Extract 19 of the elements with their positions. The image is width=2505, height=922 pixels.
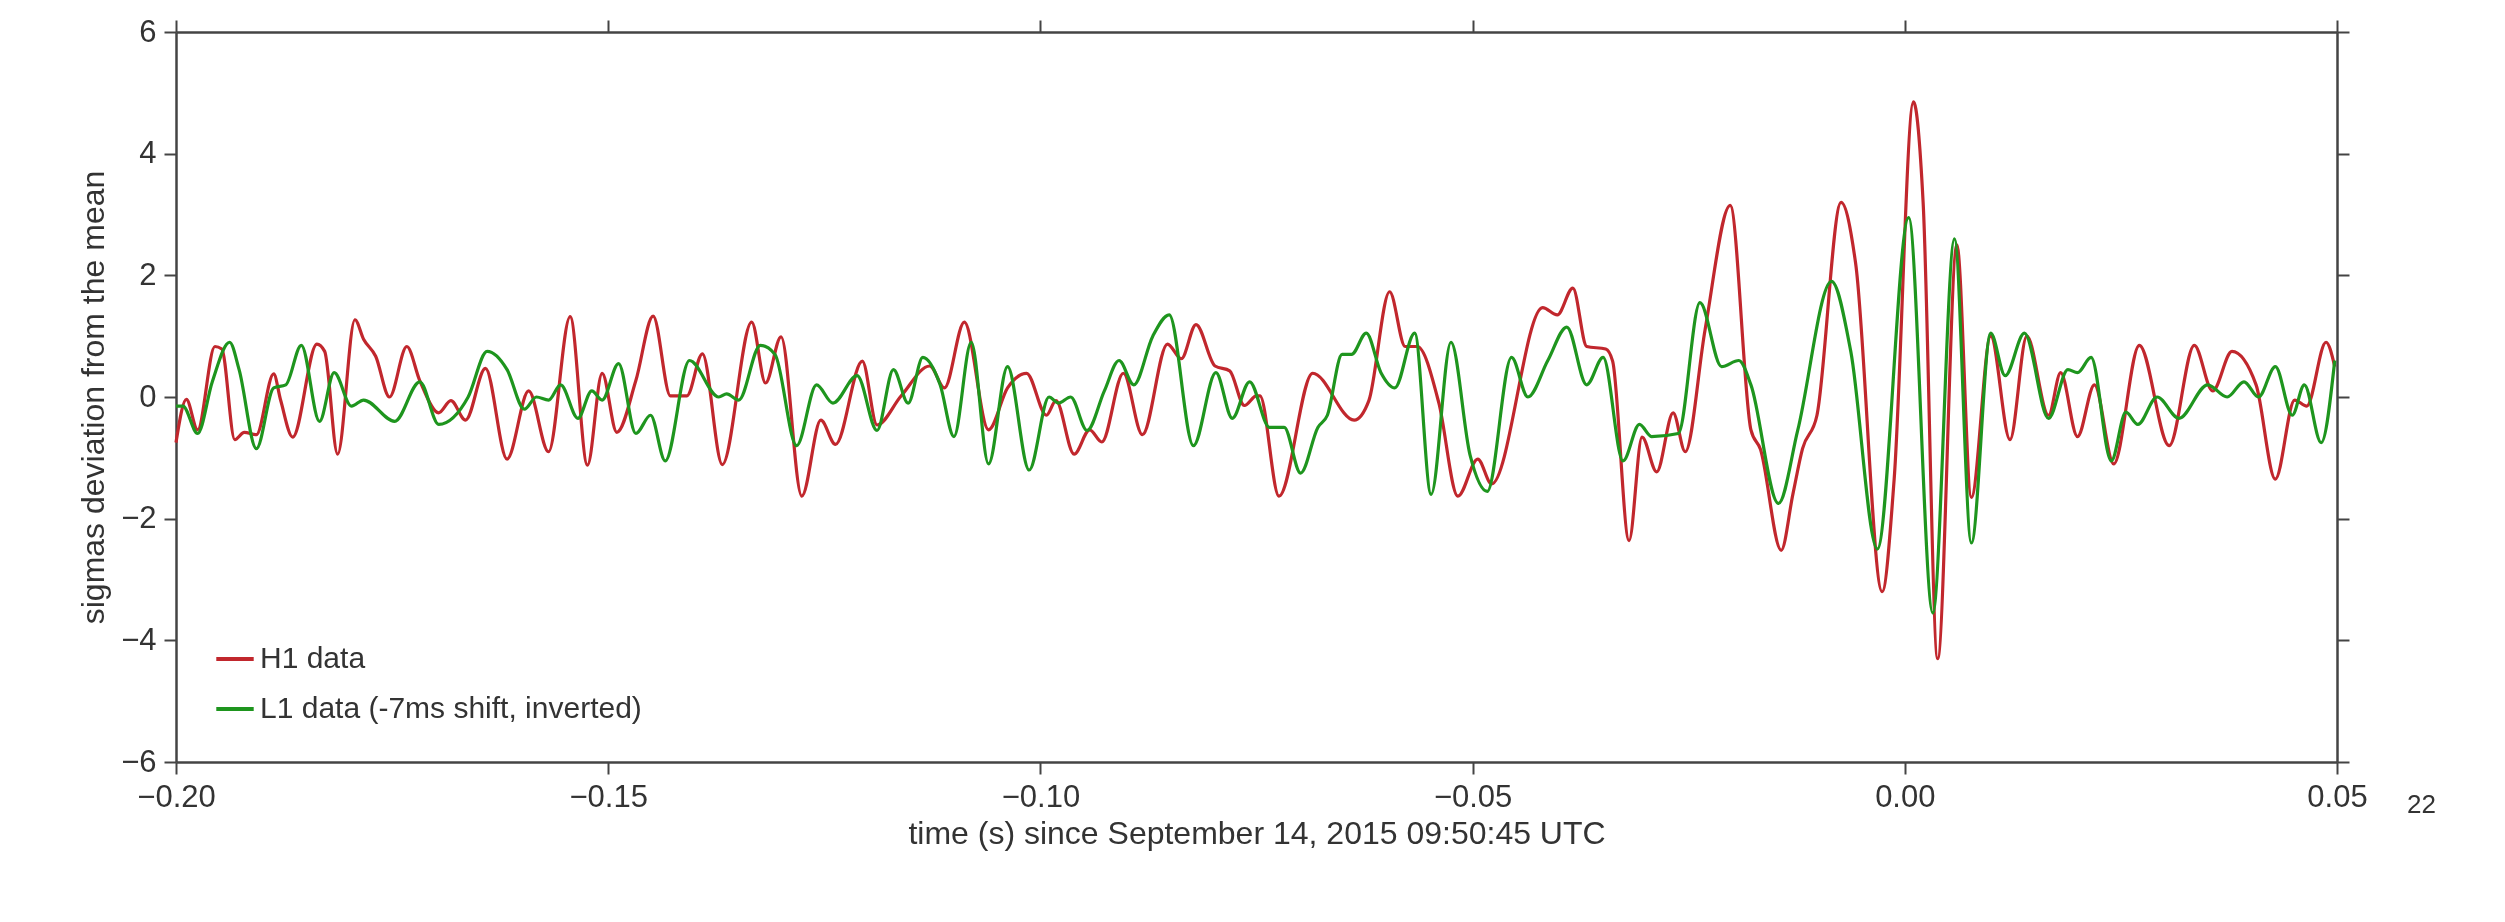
text: 22: [2407, 789, 2436, 819]
y-tick-label: 6: [139, 13, 157, 49]
x-axis-title: time (s) since September 14, 2015 09:50:45 UTC: [908, 814, 1606, 851]
y-tick-label: −6: [121, 743, 157, 779]
y-tick-label: −2: [121, 500, 157, 536]
x-tick-label: 0.05: [2307, 778, 2368, 814]
x-tick-label: −0.05: [1433, 778, 1513, 814]
x-tick-label: −0.15: [569, 778, 648, 814]
x-tick-label: −0.20: [137, 778, 216, 814]
y-axis-title: sigmas deviation from the mean: [75, 170, 112, 625]
x-tick-label: 0.00: [1875, 778, 1936, 814]
legend-label: H1 data: [260, 641, 366, 674]
line-series: [174, 215, 2337, 615]
y-tick-label: 2: [139, 256, 157, 292]
y-tick-label: −4: [121, 621, 157, 657]
x-tick-label: −0.10: [1001, 778, 1081, 814]
y-tick-label: 4: [139, 135, 157, 171]
y-tick-label: 0: [139, 378, 157, 414]
legend-label: L1 data (-7ms shift, inverted): [260, 691, 642, 724]
